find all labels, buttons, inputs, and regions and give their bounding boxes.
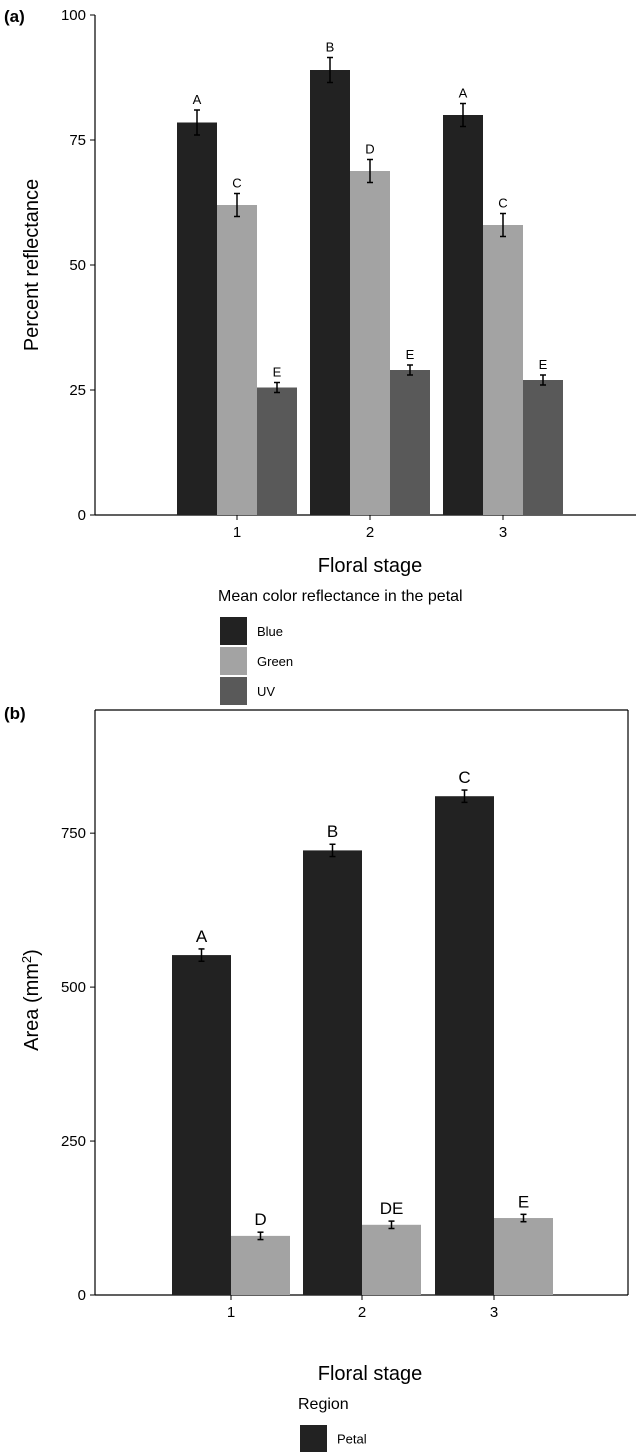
panel-b-label: (b) [4,704,26,723]
panel-a-bar [350,171,390,515]
panel-b-y-tick-label: 500 [61,979,86,996]
panel-b-significance-label: C [458,768,470,787]
panel-b-x-axis-title: Floral stage [318,1363,423,1385]
panel-a-significance-label: C [498,196,507,211]
panel-b-significance-label: DE [380,1199,404,1218]
panel-b-legend-title: Region [298,1396,349,1413]
panel-a-legend-swatch [220,677,247,705]
panel-b-significance-label: D [254,1210,266,1229]
panel-b-significance-label: B [327,822,338,841]
panel-a-legend-label: Blue [257,624,283,639]
panel-b-bar [362,1224,421,1295]
panel-a-significance-label: A [459,86,468,101]
panel-b-bar [231,1235,290,1295]
panel-b-bar [303,850,362,1295]
panel-a-bar [483,225,523,515]
panel-a-x-tick-label: 2 [366,524,374,541]
panel-a-x-tick-label: 1 [233,524,241,541]
panel-a-x-tick-label: 3 [499,524,507,541]
panel-a-bar [217,205,257,515]
panel-b-bar [172,955,231,1295]
panel-b-bar [494,1218,553,1295]
panel-b-x-tick-label: 1 [227,1304,235,1321]
panel-b-y-tick-label: 0 [78,1287,86,1304]
panel-b-plot: 0 250 500 750 1 2 3 A B C D DE E [61,709,629,1321]
panel-b: (b) Area (mm2) Floral stage Region 0 250 5… [4,704,629,1452]
panel-a-legend-label: UV [257,684,275,699]
panel-a-significance-label: B [326,40,335,55]
panel-b-significance-label: E [518,1192,529,1211]
panel-a-y-tick-label: 50 [69,257,86,274]
panel-a-y-tick-label: 75 [69,132,86,149]
panel-a-plot: 0 25 50 75 100 1 2 3 A B A C D C E E E [61,7,636,541]
panel-a-significance-label: E [406,347,415,362]
panel-a-bar [443,115,483,515]
panel-a-y-axis-title: Percent reflectance [21,179,43,351]
panel-a-significance-label: E [273,365,282,380]
panel-a: (a) Percent reflectance Floral stage Mea… [4,7,636,705]
panel-a-legend-swatch [220,647,247,675]
panel-b-legend-label: Petal [337,1432,367,1447]
panel-a-x-axis-title: Floral stage [318,555,423,577]
panel-a-significance-label: D [365,142,374,157]
panel-a-significance-label: C [232,176,241,191]
panel-a-y-tick-label: 25 [69,382,86,399]
panel-b-x-tick-label: 2 [358,1304,366,1321]
panel-a-legend: Blue Green UV [220,617,293,705]
panel-a-label: (a) [4,7,25,26]
panel-b-legend-swatch [300,1425,327,1452]
panel-b-y-axis-title: Area (mm2) [19,949,43,1051]
panel-a-significance-label: A [193,92,202,107]
panel-b-significance-label: A [196,927,208,946]
panel-a-legend-title: Mean color reflectance in the petal [218,588,463,605]
panel-a-legend-swatch [220,617,247,645]
panel-a-bar [177,122,217,515]
panel-b-y-tick-label: 750 [61,825,86,842]
panel-a-legend-label: Green [257,654,293,669]
panel-a-bar [310,70,350,515]
panel-b-bar [435,796,494,1295]
panel-b-legend: PetalNectar guide [300,1425,367,1452]
panel-b-y-tick-label: 250 [61,1133,86,1150]
panel-a-significance-label: E [539,357,548,372]
panel-a-bar [523,380,563,515]
panel-b-x-tick-label: 3 [490,1304,498,1321]
panel-a-bar [390,370,430,515]
panel-a-y-tick-label: 100 [61,7,86,24]
panel-a-bar [257,387,297,515]
panel-a-y-tick-label: 0 [78,507,86,524]
